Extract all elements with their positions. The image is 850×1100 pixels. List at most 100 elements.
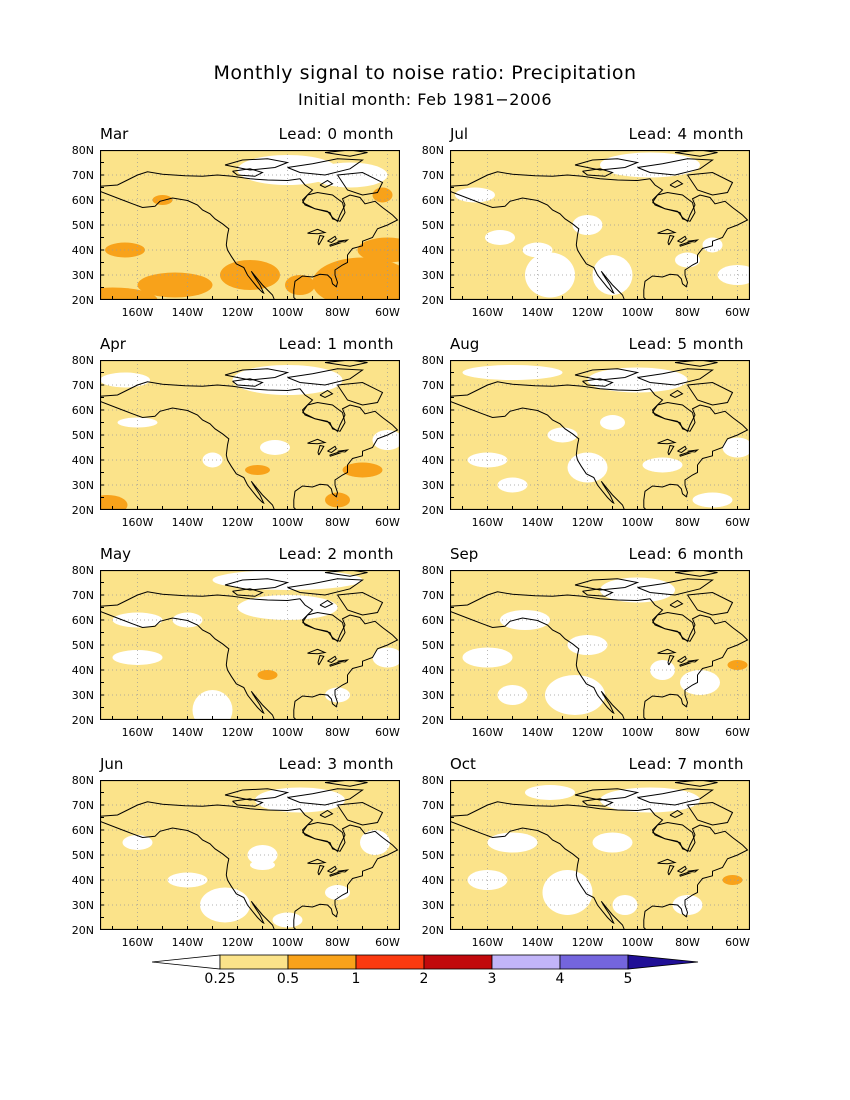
lon-tick-label: 120W: [571, 306, 604, 319]
coastline: [677, 235, 687, 244]
lon-tick-label: 100W: [271, 936, 304, 949]
colorbar-segment: [559, 954, 629, 970]
low-ratio-patch: [642, 457, 683, 473]
high-ratio-patch: [220, 260, 280, 290]
map-plot: [450, 780, 750, 930]
coastline: [450, 171, 749, 300]
low-ratio-patch: [247, 845, 278, 865]
map-panel: Apr Lead: 1 month 80N 70N 60N 50N 40N 30N 20N 160…: [72, 335, 400, 529]
coastline: [669, 599, 684, 609]
coastline: [337, 869, 350, 873]
low-ratio-patch: [600, 152, 700, 178]
colorbar-label: 0.5: [276, 971, 300, 987]
lat-tick-label: 40N: [71, 243, 94, 257]
lon-tick-label: 140W: [171, 726, 204, 739]
coastline: [667, 654, 675, 666]
low-ratio-patch: [497, 685, 528, 705]
coastline: [317, 444, 325, 456]
high-ratio-patch: [245, 465, 270, 475]
coastline: [637, 788, 714, 806]
colorbar-label: 2: [419, 971, 429, 987]
lon-tick-label: 160W: [121, 726, 154, 739]
lon-tick-label: 60W: [725, 726, 750, 739]
coastline: [687, 239, 700, 243]
coastline: [287, 578, 364, 596]
colorbar-label: 1: [351, 971, 361, 987]
coastline: [337, 171, 384, 196]
lon-tick-label: 100W: [621, 726, 654, 739]
coastline: [677, 865, 687, 874]
lon-tick-label: 120W: [571, 516, 604, 529]
high-ratio-patch: [342, 462, 383, 478]
lon-tick-label: 80W: [675, 306, 700, 319]
high-ratio-patch: [357, 237, 400, 263]
coastline: [582, 378, 614, 387]
coastline: [574, 158, 640, 171]
lat-tick-label: 70N: [421, 378, 444, 392]
coastline: [329, 241, 342, 247]
coastline: [329, 661, 342, 667]
lat-tick-label: 50N: [71, 218, 94, 232]
lon-tick-label: 120W: [221, 516, 254, 529]
low-ratio-patch: [717, 265, 750, 285]
map-panel: May Lead: 2 month 80N 70N 60N 50N 40N 30N 20N 160…: [72, 545, 400, 739]
map-panel: Aug Lead: 5 month 80N 70N 60N 50N 40N 30N 20N 160…: [422, 335, 750, 529]
coastline: [100, 820, 275, 930]
coastline: [450, 820, 625, 930]
lat-tick-label: 30N: [421, 478, 444, 492]
coastline: [337, 801, 384, 826]
lat-tick-label: 70N: [421, 168, 444, 182]
lat-tick-label: 40N: [71, 663, 94, 677]
lat-tick-label: 70N: [71, 798, 94, 812]
lon-tick-label: 100W: [621, 516, 654, 529]
low-ratio-patch: [117, 417, 158, 428]
panel-month-label: Jul: [450, 125, 469, 143]
lon-tick-label: 160W: [471, 306, 504, 319]
coastline: [687, 801, 734, 826]
coastline: [224, 788, 290, 801]
coastline: [224, 158, 290, 171]
lat-tick-label: 30N: [421, 898, 444, 912]
coastline: [574, 788, 640, 801]
low-ratio-patch: [525, 785, 575, 800]
low-ratio-patch: [455, 187, 495, 203]
lat-tick-label: 70N: [71, 588, 94, 602]
coastline: [652, 191, 696, 222]
lon-tick-label: 80W: [325, 726, 350, 739]
coastline: [337, 381, 384, 406]
coastline: [679, 451, 692, 457]
coastline: [669, 179, 684, 189]
lat-tick-label: 50N: [71, 638, 94, 652]
coastline: [302, 191, 346, 222]
low-ratio-patch: [675, 252, 700, 268]
low-ratio-patch: [122, 835, 153, 850]
map-panel: Jun Lead: 3 month 80N 70N 60N 50N 40N 30N 20N 160…: [72, 755, 400, 949]
lat-tick-label: 60N: [71, 823, 94, 837]
lat-tick-label: 20N: [71, 503, 94, 517]
coastline: [574, 578, 640, 591]
lon-tick-label: 60W: [375, 306, 400, 319]
coastline: [319, 389, 334, 399]
coastline: [582, 168, 614, 177]
panel-month-label: Apr: [100, 335, 126, 353]
map-plot: [450, 360, 750, 510]
low-ratio-patch: [260, 440, 290, 455]
lon-tick-label: 120W: [571, 936, 604, 949]
low-ratio-patch: [462, 647, 513, 668]
low-ratio-patch: [612, 895, 638, 915]
colorbar-segment: [219, 954, 289, 970]
lon-tick-label: 100W: [271, 726, 304, 739]
lon-tick-label: 120W: [571, 726, 604, 739]
coastline: [667, 234, 675, 246]
lat-tick-label: 60N: [71, 403, 94, 417]
coastline: [319, 179, 334, 189]
colorbar-label: 0.25: [204, 971, 236, 987]
colorbar-segment: [355, 954, 425, 970]
coastline: [679, 871, 692, 877]
coastline: [232, 378, 264, 387]
panel-month-label: Oct: [450, 755, 476, 773]
low-ratio-patch: [692, 492, 733, 508]
low-ratio-patch: [487, 832, 538, 853]
coastline: [450, 801, 749, 930]
coastline: [302, 821, 346, 852]
